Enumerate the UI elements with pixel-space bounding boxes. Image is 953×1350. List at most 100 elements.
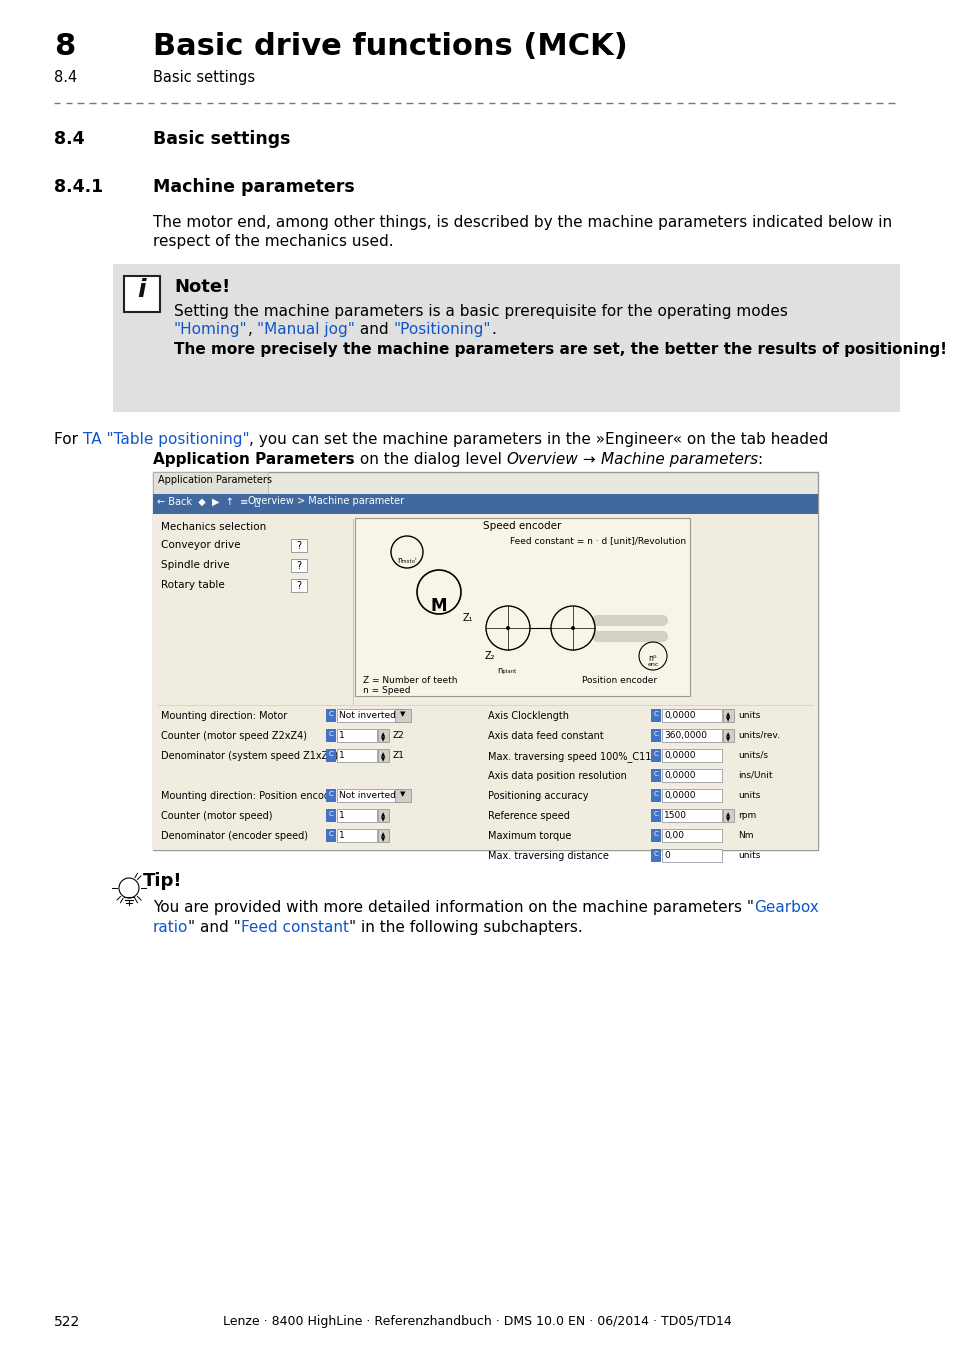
Text: ▼: ▼ — [725, 717, 729, 722]
Bar — [152, 514, 817, 850]
Text: 1: 1 — [338, 811, 344, 819]
Text: Max. traversing speed 100%_C11: Max. traversing speed 100%_C11 — [488, 751, 651, 761]
Text: C: C — [653, 751, 658, 757]
Bar — [336, 829, 376, 842]
Text: Max. traversing distance: Max. traversing distance — [488, 850, 608, 861]
Text: C: C — [328, 791, 333, 796]
Bar — [395, 709, 411, 722]
Text: "Manual jog": "Manual jog" — [257, 323, 355, 338]
Text: ratio: ratio — [152, 919, 188, 936]
Text: Setting the machine parameters is a basic prerequisite for the operating modes: Setting the machine parameters is a basi… — [173, 304, 787, 319]
Bar — [291, 539, 307, 552]
Text: Axis data position resolution: Axis data position resolution — [488, 771, 626, 782]
Text: 0,0000: 0,0000 — [663, 751, 695, 760]
Text: →: → — [578, 452, 600, 467]
Text: ?: ? — [296, 541, 301, 551]
Bar — [336, 788, 401, 802]
Text: Basic settings: Basic settings — [152, 130, 291, 148]
Text: ▼: ▼ — [400, 791, 405, 796]
Bar — [326, 829, 335, 842]
Text: Lenze · 8400 HighLine · Referenzhandbuch · DMS 10.0 EN · 06/2014 · TD05/TD14: Lenze · 8400 HighLine · Referenzhandbuch… — [222, 1315, 731, 1328]
Text: Machine parameters: Machine parameters — [152, 178, 355, 196]
Bar — [377, 749, 389, 761]
Text: 8: 8 — [54, 32, 75, 61]
Bar — [355, 518, 689, 697]
Text: Mounting direction: Motor: Mounting direction: Motor — [161, 711, 287, 721]
Text: " and ": " and " — [188, 919, 241, 936]
Text: ?: ? — [296, 580, 301, 591]
Text: C: C — [328, 711, 333, 717]
Text: units/rev.: units/rev. — [738, 730, 780, 740]
Bar — [650, 749, 660, 761]
Bar — [661, 809, 721, 822]
Text: C: C — [328, 751, 333, 757]
Bar — [650, 829, 660, 842]
Bar — [336, 809, 376, 822]
Bar — [650, 849, 660, 863]
Text: C: C — [653, 850, 658, 857]
Text: Note!: Note! — [173, 278, 230, 296]
Text: n = Speed: n = Speed — [363, 686, 410, 695]
Text: Mechanics selection: Mechanics selection — [161, 522, 266, 532]
Text: Z1: Z1 — [393, 751, 404, 760]
Text: Axis Clocklength: Axis Clocklength — [488, 711, 568, 721]
Text: "Positioning": "Positioning" — [394, 323, 491, 338]
Text: Rotary table: Rotary table — [161, 580, 225, 590]
Bar — [661, 829, 721, 842]
Text: Positioning accuracy: Positioning accuracy — [488, 791, 588, 801]
Bar — [661, 769, 721, 782]
Text: ▼: ▼ — [725, 817, 729, 822]
Text: Position encoder: Position encoder — [582, 676, 657, 684]
Bar — [377, 809, 389, 822]
Text: .: . — [491, 323, 496, 338]
Text: Counter (motor speed Z2xZ4): Counter (motor speed Z2xZ4) — [161, 730, 307, 741]
Bar — [326, 709, 335, 722]
Bar — [661, 849, 721, 863]
Bar — [377, 729, 389, 742]
Text: C: C — [653, 832, 658, 837]
Bar — [152, 472, 817, 850]
Bar — [661, 749, 721, 761]
Bar — [336, 749, 376, 761]
Text: Overview: Overview — [506, 452, 578, 467]
Text: ▲: ▲ — [380, 732, 385, 737]
Text: and: and — [355, 323, 394, 338]
Text: Z₁: Z₁ — [462, 613, 473, 622]
Text: C: C — [653, 791, 658, 796]
Bar — [661, 788, 721, 802]
Text: Z₂: Z₂ — [484, 651, 495, 661]
Text: 8.4: 8.4 — [54, 70, 77, 85]
Bar — [377, 829, 389, 842]
Text: ▲: ▲ — [380, 832, 385, 837]
Text: :: : — [757, 452, 762, 467]
Bar — [722, 809, 733, 822]
Text: units: units — [738, 791, 760, 801]
Bar — [650, 769, 660, 782]
Bar — [326, 809, 335, 822]
Text: 0,0000: 0,0000 — [663, 711, 695, 720]
Text: ▼: ▼ — [400, 711, 405, 717]
Text: C: C — [328, 730, 333, 737]
Text: 8.4.1: 8.4.1 — [54, 178, 103, 196]
Text: Basic settings: Basic settings — [152, 70, 254, 85]
Bar — [722, 729, 733, 742]
Text: You are provided with more detailed information on the machine parameters ": You are provided with more detailed info… — [152, 900, 753, 915]
Bar — [650, 809, 660, 822]
Circle shape — [505, 626, 510, 630]
Text: ▼: ▼ — [380, 757, 385, 761]
Bar — [152, 494, 817, 514]
Text: 0,00: 0,00 — [663, 832, 683, 840]
Bar — [336, 709, 401, 722]
Text: ▲: ▲ — [725, 711, 729, 717]
Text: Tip!: Tip! — [143, 872, 182, 890]
Bar — [336, 729, 376, 742]
Text: Reference speed: Reference speed — [488, 811, 569, 821]
Text: ▲: ▲ — [380, 752, 385, 757]
Text: on the dialog level: on the dialog level — [355, 452, 506, 467]
Text: ▼: ▼ — [380, 837, 385, 842]
Text: ▼: ▼ — [380, 817, 385, 822]
Bar — [112, 265, 899, 412]
Text: Application Parameters: Application Parameters — [152, 452, 355, 467]
Text: The more precisely the machine parameters are set, the better the results of pos: The more precisely the machine parameter… — [173, 342, 946, 356]
Text: Feed constant = n · d [unit]/Revolution: Feed constant = n · d [unit]/Revolution — [510, 536, 685, 545]
